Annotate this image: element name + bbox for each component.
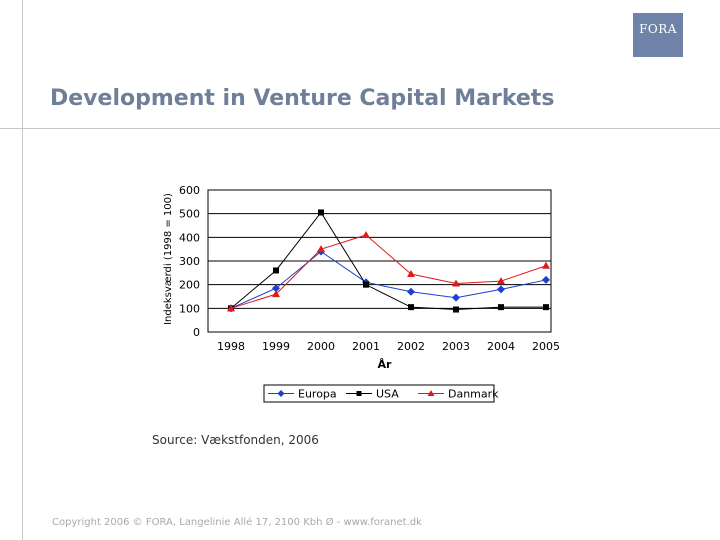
- data-point-usa: [363, 281, 369, 288]
- x-tick-label: 1999: [262, 340, 290, 353]
- chart-container: 0 100 200 300 400 500 600 1998 1999 2000 2001 2002 2…: [146, 170, 561, 408]
- line-chart: 0 100 200 300 400 500 600 1998 1999 2000 2001 2002 2…: [163, 184, 560, 403]
- x-tick-label: 2002: [397, 340, 425, 353]
- series-line-danmark: [230, 234, 547, 309]
- data-point-danmark: [272, 290, 280, 298]
- y-tick-label: 200: [179, 279, 200, 292]
- data-point-usa: [273, 267, 279, 274]
- legend-label-usa: USA: [376, 388, 399, 401]
- data-point-usa: [543, 304, 549, 311]
- y-tick-label: 500: [179, 208, 200, 221]
- y-tick-label: 600: [179, 184, 200, 197]
- copyright-footer: Copyright 2006 © FORA, Langelinie Allé 1…: [52, 517, 422, 528]
- y-tick-label: 100: [179, 302, 200, 315]
- data-point-usa: [498, 304, 504, 311]
- legend-box: [263, 384, 495, 403]
- y-tick-label: 400: [179, 231, 200, 244]
- x-axis-label: År: [378, 358, 393, 371]
- header-divider-line: [0, 128, 720, 129]
- y-tick-label: 300: [179, 255, 200, 268]
- legend-marker-europa: [277, 390, 285, 397]
- data-point-usa: [408, 304, 414, 311]
- legend-label-europa: Europa: [298, 388, 337, 401]
- x-tick-label: 1998: [217, 340, 245, 353]
- legend-label-danmark: Danmark: [448, 388, 499, 401]
- data-point-danmark: [227, 304, 235, 312]
- left-divider-line: [22, 0, 23, 540]
- fora-logo: FORA: [633, 13, 683, 57]
- x-tick-label: 2001: [352, 340, 380, 353]
- fora-logo-text: FORA: [639, 22, 677, 36]
- data-point-usa: [453, 306, 459, 313]
- data-point-danmark: [362, 230, 370, 238]
- data-point-europa: [407, 287, 415, 296]
- data-point-europa: [272, 284, 280, 293]
- legend-marker-usa: [356, 391, 362, 396]
- x-tick-label: 2004: [487, 340, 515, 353]
- x-tick-label: 2000: [307, 340, 335, 353]
- source-note: Source: Vækstfonden, 2006: [152, 433, 319, 447]
- data-point-danmark: [317, 245, 325, 253]
- x-tick-label: 2003: [442, 340, 470, 353]
- y-axis-label: Indeksværdi (1998 = 100): [163, 193, 174, 325]
- data-point-danmark: [452, 279, 460, 287]
- data-point-europa: [542, 275, 550, 284]
- y-tick-label: 0: [193, 326, 200, 339]
- data-point-danmark: [407, 270, 415, 278]
- slide-title: Development in Venture Capital Markets: [50, 86, 555, 111]
- x-tick-label: 2005: [532, 340, 560, 353]
- series-line-europa: [230, 250, 547, 309]
- data-point-danmark: [542, 261, 550, 269]
- data-point-usa: [318, 209, 324, 216]
- series-line-usa: [230, 211, 546, 311]
- legend-marker-danmark: [427, 390, 435, 396]
- data-point-danmark: [497, 277, 505, 285]
- data-point-europa: [497, 285, 505, 294]
- data-point-europa: [452, 293, 460, 302]
